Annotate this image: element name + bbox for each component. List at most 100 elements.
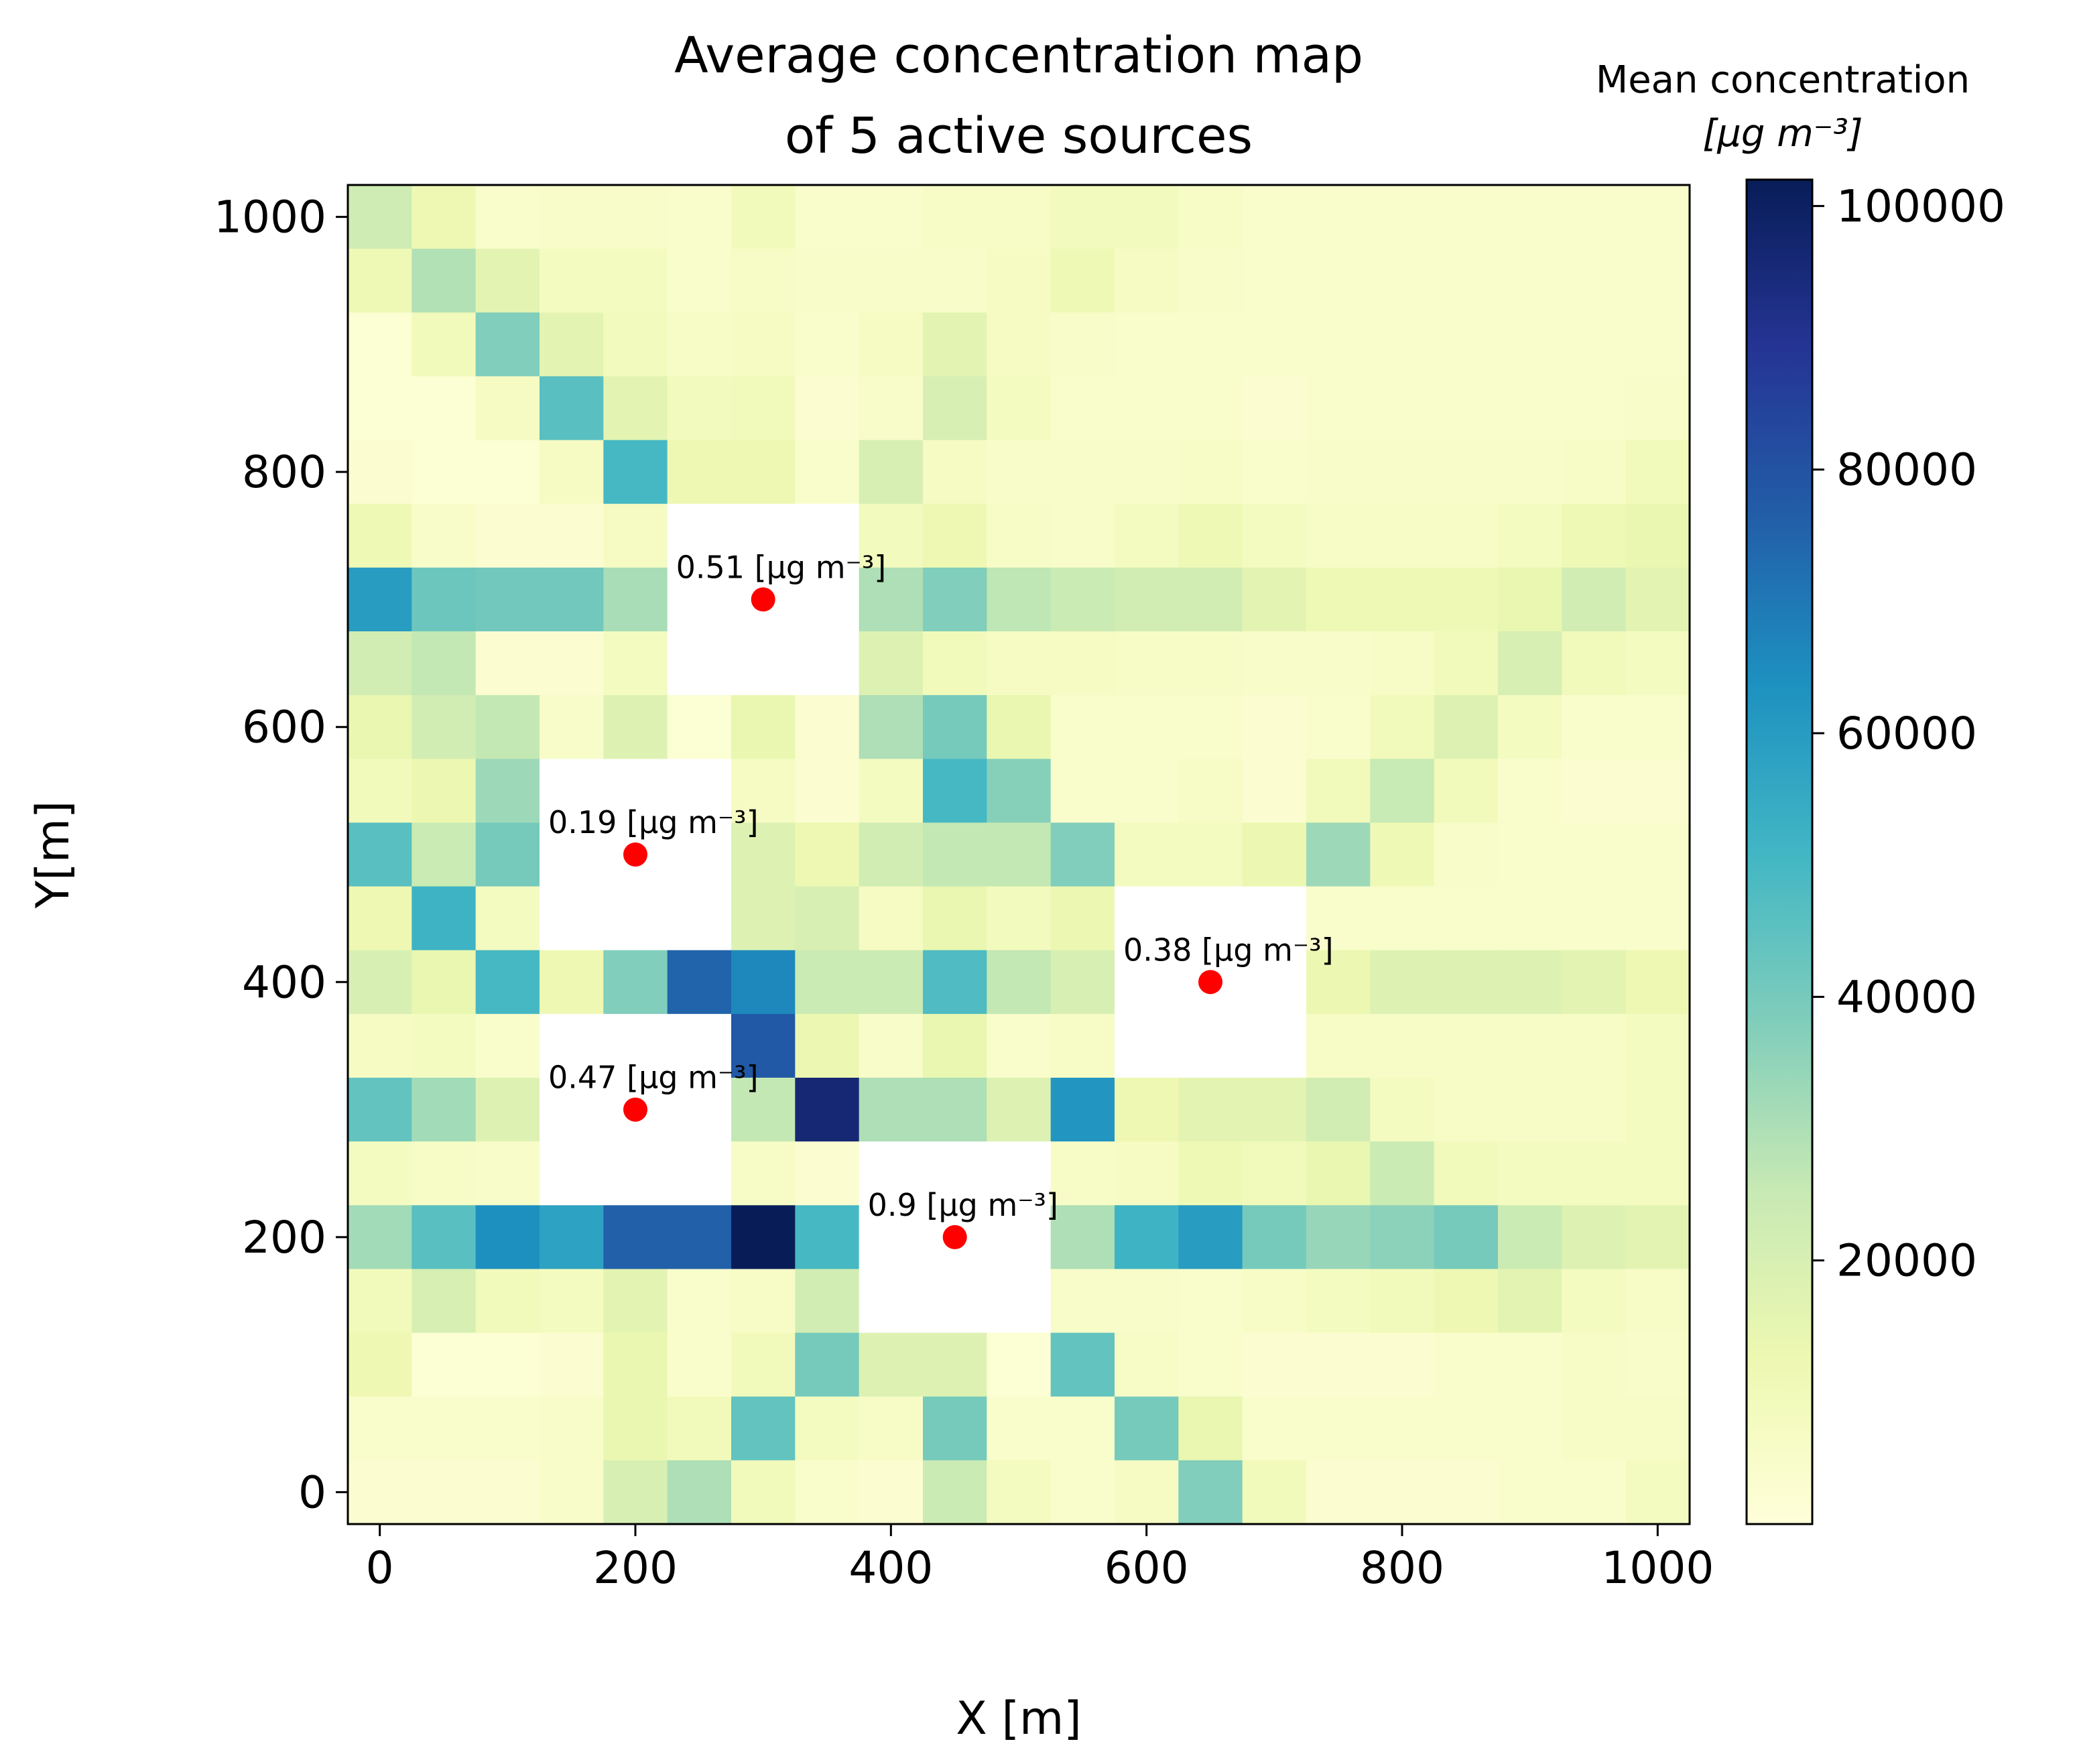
heatmap-cell (1306, 185, 1371, 249)
heatmap-cell (1562, 1332, 1627, 1397)
heatmap-cell (731, 1269, 796, 1334)
heatmap-cell (1625, 1141, 1690, 1206)
heatmap-cell (987, 695, 1052, 759)
y-tick-label: 200 (242, 1212, 326, 1263)
heatmap-cell (1115, 1013, 1179, 1078)
heatmap-cell (1370, 1013, 1435, 1078)
heatmap-cell (859, 312, 924, 377)
heatmap-cell (540, 567, 604, 632)
heatmap-cell (1306, 1460, 1371, 1525)
heatmap-cell (667, 503, 732, 568)
heatmap-cell (1498, 1332, 1562, 1397)
heatmap-cell (1498, 1460, 1562, 1525)
heatmap-cell (1434, 1460, 1499, 1525)
heatmap-cell (1050, 1141, 1115, 1206)
heatmap-cell (1562, 1141, 1627, 1206)
heatmap-cell (348, 1269, 412, 1334)
heatmap-cell (540, 376, 604, 441)
heatmap-cell (1370, 1460, 1435, 1525)
heatmap-cell (1498, 1205, 1562, 1270)
heatmap-cell (859, 503, 924, 568)
heatmap-cell (348, 631, 412, 696)
heatmap-cell (795, 1396, 860, 1461)
heatmap-cell (1434, 312, 1499, 377)
heatmap-cell (540, 1269, 604, 1334)
heatmap-cell (603, 1205, 668, 1270)
heatmap-cell (1625, 822, 1690, 887)
heatmap-cell (1498, 1396, 1562, 1461)
heatmap-cell (1242, 1078, 1307, 1142)
heatmap-cell (1434, 1396, 1499, 1461)
source-label: 0.19 [μg m⁻³] (548, 804, 759, 840)
heatmap-cell (603, 886, 668, 951)
heatmap-cell (1242, 440, 1307, 505)
heatmap-cell (795, 1460, 860, 1525)
heatmap-cell (1178, 886, 1243, 951)
heatmap-cell (348, 1141, 412, 1206)
heatmap-cell (412, 886, 477, 951)
heatmap-cell (859, 376, 924, 441)
heatmap-cell (795, 1269, 860, 1334)
heatmap-cell (1178, 695, 1243, 759)
heatmap-cell (603, 376, 668, 441)
heatmap-cell (1178, 1332, 1243, 1397)
heatmap-cell (1562, 312, 1627, 377)
heatmap-cell (1562, 1269, 1627, 1334)
heatmap-cell (540, 1141, 604, 1206)
heatmap-cell (795, 440, 860, 505)
source-marker (623, 1097, 647, 1122)
heatmap-cell (603, 567, 668, 632)
colorbar-tick-label: 80000 (1836, 444, 1977, 496)
x-axis-label: X [m] (956, 1692, 1082, 1745)
heatmap-cell (348, 1078, 412, 1142)
heatmap-cell (540, 440, 604, 505)
heatmap-cell (1115, 1141, 1179, 1206)
heatmap-cell (1050, 1460, 1115, 1525)
heatmap-cell (1625, 759, 1690, 824)
heatmap-cell (987, 950, 1052, 1015)
y-tick-label: 800 (242, 446, 326, 498)
heatmap-cell (1434, 1332, 1499, 1397)
heatmap-cell (540, 185, 604, 249)
heatmap-cell (412, 567, 477, 632)
colorbar-tick-label: 60000 (1836, 708, 1977, 759)
heatmap-cell (1562, 1013, 1627, 1078)
heatmap-cell (475, 1078, 540, 1142)
heatmap-cell (795, 376, 860, 441)
heatmap-cell (987, 1269, 1052, 1334)
heatmap-cell (1562, 249, 1627, 313)
heatmap-cell (1562, 695, 1627, 759)
heatmap-cell (987, 567, 1052, 632)
heatmap-cell (540, 822, 604, 887)
heatmap-cell (348, 376, 412, 441)
heatmap-cell (1115, 567, 1179, 632)
heatmap-cell (1625, 1396, 1690, 1461)
heatmap-cell (1115, 185, 1179, 249)
heatmap-cell (1178, 1460, 1243, 1525)
heatmap-cell (1242, 185, 1307, 249)
heatmap-cell (667, 695, 732, 759)
heatmap-cell (987, 1078, 1052, 1142)
colorbar-tick-label: 20000 (1836, 1235, 1977, 1287)
heatmap-cell (795, 759, 860, 824)
heatmap-cell (667, 1141, 732, 1206)
heatmap-cell (1625, 376, 1690, 441)
heatmap-cell (987, 1141, 1052, 1206)
heatmap-cell (1242, 1269, 1307, 1334)
heatmap-cell (795, 249, 860, 313)
heatmap-cell (1370, 1205, 1435, 1270)
heatmap-cell (795, 950, 860, 1015)
heatmap-cell (412, 376, 477, 441)
heatmap-cell (412, 312, 477, 377)
heatmap-cell (987, 1013, 1052, 1078)
heatmap-cell (1050, 567, 1115, 632)
heatmap-cell (603, 1269, 668, 1334)
heatmap-cell (795, 631, 860, 696)
heatmap-cell (1370, 249, 1435, 313)
heatmap-cell (859, 185, 924, 249)
heatmap-cell (1306, 1078, 1371, 1142)
heatmap-cell (1306, 695, 1371, 759)
heatmap-cell (412, 695, 477, 759)
heatmap-cell (923, 695, 987, 759)
source-label: 0.51 [μg m⁻³] (676, 549, 887, 585)
